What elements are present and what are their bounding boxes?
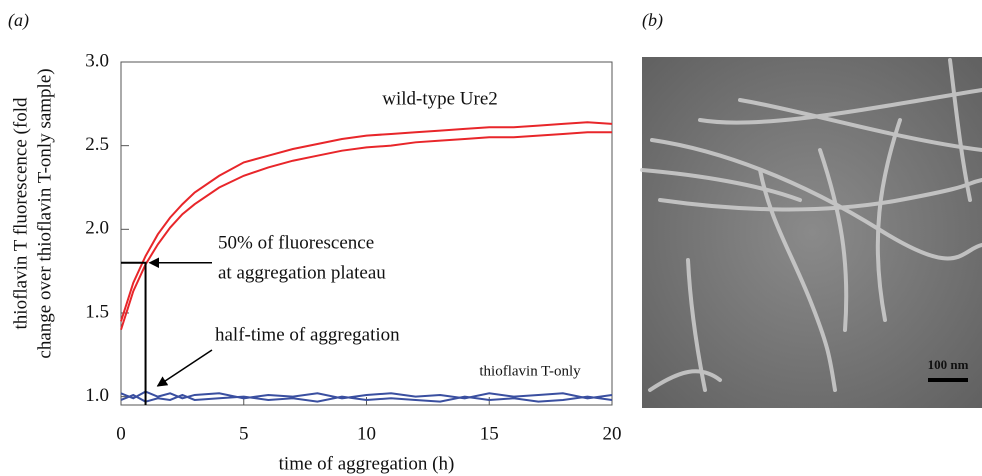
x-tick-label: 10 bbox=[357, 423, 376, 444]
annotation: thioflavin T-only bbox=[479, 363, 581, 379]
y-tick-label: 1.5 bbox=[85, 301, 109, 322]
annotation-arrow bbox=[156, 349, 213, 387]
plot-area: 1.0 1.5 2.0 2.5 3.0 0 5 10 15 20 time of aggregati… bbox=[10, 50, 621, 474]
x-tick-label: 20 bbox=[603, 423, 622, 444]
scale-bar bbox=[928, 378, 968, 382]
y-tick-label: 2.0 bbox=[85, 218, 109, 239]
data-line bbox=[120, 390, 613, 400]
panel-label: (b) bbox=[642, 10, 663, 31]
annotation: wild-type Ure2 bbox=[382, 88, 498, 109]
x-tick-label: 15 bbox=[480, 423, 499, 444]
fibrils bbox=[640, 58, 982, 392]
annotation: half-time of aggregation bbox=[215, 324, 400, 345]
y-tick-label: 3.0 bbox=[85, 50, 109, 71]
x-axis-label: time of aggregation (h) bbox=[279, 453, 455, 474]
annotation: 50% of fluorescence bbox=[218, 232, 374, 253]
scale-bar-label: 100 nm bbox=[928, 357, 969, 372]
micrograph-image bbox=[642, 57, 982, 408]
x-tick-label: 0 bbox=[116, 423, 126, 444]
annotation: at aggregation plateau bbox=[218, 262, 386, 283]
micrograph: 100 nm bbox=[640, 57, 982, 408]
data-line bbox=[120, 131, 612, 331]
y-axis-label: thioflavin T fluorescence (fold bbox=[10, 97, 31, 329]
y-tick-label: 1.0 bbox=[85, 385, 109, 406]
y-axis-label: change over thioflavin T-only sample) bbox=[34, 68, 55, 358]
y-tick-label: 2.5 bbox=[85, 134, 109, 155]
reference-line bbox=[121, 261, 147, 405]
data-line bbox=[120, 121, 613, 322]
x-tick-label: 5 bbox=[239, 423, 249, 444]
data-line bbox=[120, 393, 613, 403]
panel-label: (a) bbox=[8, 10, 29, 31]
